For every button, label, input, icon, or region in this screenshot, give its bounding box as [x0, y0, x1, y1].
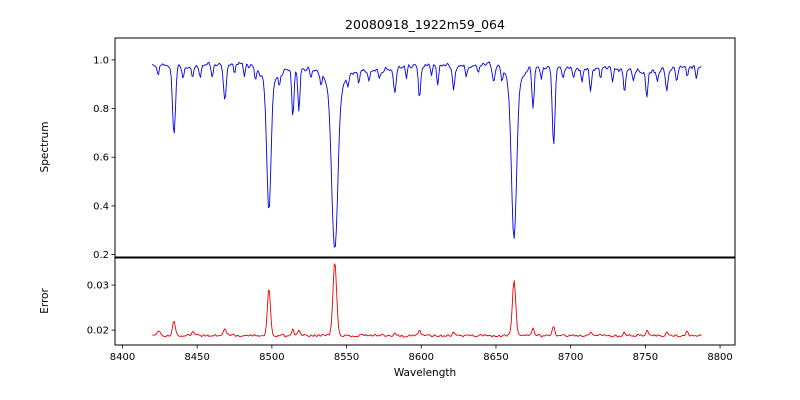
- svg-text:8700: 8700: [558, 352, 583, 363]
- svg-text:0.4: 0.4: [93, 201, 109, 212]
- svg-text:8800: 8800: [707, 352, 732, 363]
- svg-text:8500: 8500: [259, 352, 284, 363]
- svg-text:0.8: 0.8: [93, 104, 109, 115]
- axis-ticks-and-labels: 8400 8450 8500 8550 8600 8650 8700 8750 8800 0.2 0…: [87, 55, 733, 363]
- error-panel: [114, 257, 736, 346]
- svg-text:8550: 8550: [334, 352, 359, 363]
- spectrum-panel-frame: [114, 37, 736, 258]
- error-y-axis-label: Error: [39, 288, 51, 314]
- error-panel-frame: [114, 257, 736, 346]
- spectrum-panel: [114, 37, 736, 258]
- svg-text:8750: 8750: [633, 352, 658, 363]
- svg-text:0.6: 0.6: [93, 153, 109, 164]
- svg-text:8650: 8650: [483, 352, 508, 363]
- svg-text:8400: 8400: [110, 352, 135, 363]
- error-line: [152, 263, 702, 338]
- svg-text:0.02: 0.02: [87, 326, 109, 337]
- chart-title: 20080918_1922m59_064: [345, 17, 505, 32]
- x-axis-label: Wavelength: [394, 367, 456, 379]
- svg-text:1.0: 1.0: [93, 55, 109, 66]
- svg-text:8600: 8600: [409, 352, 434, 363]
- spectrum-line: [152, 61, 702, 248]
- svg-text:0.03: 0.03: [87, 281, 109, 292]
- svg-text:8450: 8450: [184, 352, 209, 363]
- svg-text:0.2: 0.2: [93, 250, 109, 261]
- spectrum-y-axis-label: Spectrum: [39, 122, 51, 173]
